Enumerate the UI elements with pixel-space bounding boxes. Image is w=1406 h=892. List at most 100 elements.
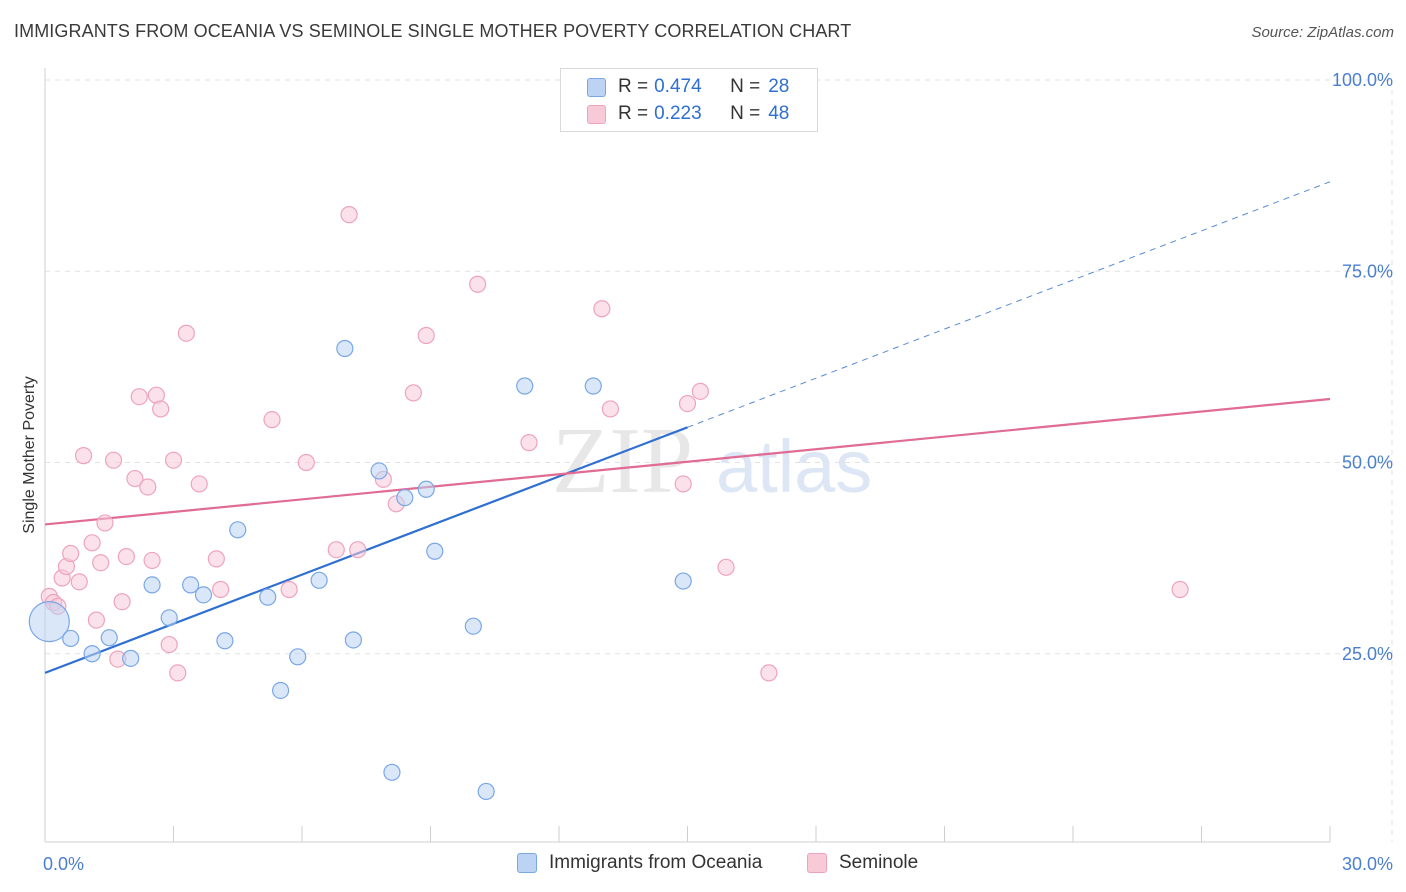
data-points: [28, 71, 1189, 801]
y-tick-label: 100.0%: [1332, 70, 1393, 90]
data-point-oceania: [584, 377, 602, 395]
chart-title: IMMIGRANTS FROM OCEANIA VS SEMINOLE SING…: [14, 21, 852, 41]
data-point-seminole: [674, 475, 692, 493]
data-point-seminole: [70, 573, 88, 591]
data-point-seminole: [139, 478, 157, 496]
data-point-oceania: [182, 576, 200, 594]
data-point-oceania: [28, 601, 70, 643]
data-point-seminole: [74, 447, 93, 465]
data-point-oceania: [122, 649, 140, 667]
data-point-oceania: [160, 609, 178, 627]
y-tick-label: 50.0%: [1342, 453, 1393, 473]
legend-n-label: N =: [730, 103, 761, 124]
data-point-oceania: [100, 629, 118, 647]
data-point-seminole: [143, 551, 161, 570]
data-point-seminole: [340, 206, 358, 224]
data-point-seminole: [117, 547, 135, 566]
trend-lines: [44, 181, 1331, 674]
data-point-oceania: [336, 339, 354, 358]
data-point-seminole: [593, 300, 611, 318]
data-point-seminole: [469, 275, 487, 293]
legend-n-value: 28: [768, 76, 790, 97]
data-point-seminole: [130, 388, 148, 406]
axes: [44, 68, 1331, 843]
data-point-seminole: [113, 593, 131, 611]
watermark-zip: ZIP: [552, 409, 693, 513]
data-point-oceania: [464, 617, 482, 635]
data-point-oceania: [216, 632, 234, 650]
data-point-seminole: [164, 451, 183, 469]
data-point-seminole: [417, 326, 435, 345]
data-point-seminole: [160, 635, 178, 654]
data-point-seminole: [297, 453, 315, 472]
bottom-legend-label-seminole: Seminole: [839, 852, 919, 873]
data-point-oceania: [194, 586, 213, 604]
data-point-seminole: [691, 382, 709, 400]
bottom-legend-oceania: Immigrants from Oceania: [517, 852, 762, 874]
data-point-oceania: [289, 648, 307, 666]
data-point-seminole: [62, 544, 80, 563]
bottom-legend-swatch-seminole: [807, 853, 827, 873]
bottom-legend-swatch-oceania: [517, 853, 537, 873]
legend-swatch-oceania: [587, 77, 606, 97]
data-point-seminole: [92, 554, 110, 572]
data-point-oceania: [383, 763, 401, 781]
data-point-oceania: [417, 480, 435, 498]
data-point-oceania: [370, 462, 388, 480]
data-point-oceania: [62, 629, 80, 648]
watermark: ZIP atlas: [552, 409, 872, 513]
data-point-oceania: [259, 588, 277, 606]
legend-r-label: R =: [618, 103, 649, 124]
data-point-seminole: [207, 550, 225, 568]
data-point-seminole: [104, 451, 123, 469]
data-point-oceania: [271, 681, 290, 700]
data-point-seminole: [520, 434, 538, 452]
data-point-seminole: [1171, 580, 1189, 599]
legend-swatch-seminole: [587, 104, 606, 124]
data-point-oceania: [344, 631, 362, 649]
legend-n-label: N =: [730, 76, 761, 97]
tick-labels: 25.0% 50.0% 75.0% 100.0% 0.0% 30.0%: [43, 70, 1393, 874]
watermark-atlas: atlas: [716, 425, 872, 508]
data-point-oceania: [426, 542, 444, 560]
legend-n-value: 48: [768, 103, 790, 124]
x-tick-label: 30.0%: [1342, 854, 1393, 874]
data-point-oceania: [477, 782, 495, 801]
data-point-oceania: [396, 489, 414, 507]
data-point-seminole: [760, 664, 778, 682]
data-point-seminole: [678, 394, 697, 413]
trend-line-1: [44, 397, 1331, 526]
data-point-seminole: [190, 475, 208, 493]
data-point-seminole: [601, 400, 620, 418]
data-point-seminole: [280, 580, 298, 599]
data-point-seminole: [87, 611, 106, 629]
data-point-seminole: [83, 534, 101, 552]
bottom-legend-label-oceania: Immigrants from Oceania: [549, 852, 763, 873]
data-point-seminole: [349, 541, 367, 559]
legend-box: R = 0.474 N = 28 R = 0.223 N = 48: [560, 68, 818, 132]
data-point-oceania: [83, 645, 101, 663]
data-point-seminole: [263, 411, 281, 429]
data-point-oceania: [229, 521, 247, 539]
data-point-seminole: [126, 469, 144, 488]
legend-r-label: R =: [618, 76, 649, 97]
data-point-seminole: [177, 324, 195, 342]
data-point-seminole: [327, 541, 345, 559]
trend-line-extension-0: [687, 181, 1331, 428]
data-point-seminole: [404, 384, 422, 402]
data-point-oceania: [143, 576, 161, 594]
data-point-seminole: [152, 400, 170, 418]
legend-row-seminole: R = 0.223 N = 48: [587, 101, 789, 127]
source-label: Source: ZipAtlas.com: [1251, 24, 1394, 41]
legend-r-value: 0.474: [654, 76, 702, 97]
bottom-legend-seminole: Seminole: [807, 852, 918, 874]
data-point-seminole: [212, 580, 230, 599]
data-point-oceania: [674, 572, 692, 590]
legend-r-value: 0.223: [654, 103, 702, 124]
data-point-oceania: [516, 377, 534, 395]
data-point-seminole: [169, 664, 187, 682]
data-point-seminole: [96, 514, 114, 532]
y-tick-label: 75.0%: [1342, 261, 1393, 281]
y-tick-label: 25.0%: [1342, 644, 1393, 664]
